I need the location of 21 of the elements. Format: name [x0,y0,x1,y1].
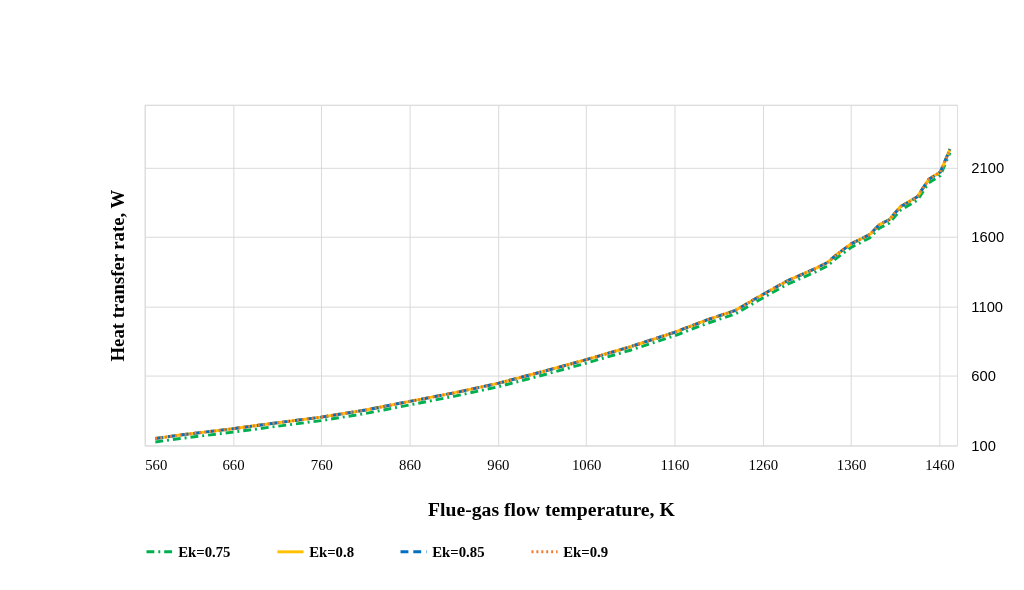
x-tick-label: 1060 [571,456,602,473]
x-tick-label: 860 [399,456,422,473]
y-axis-title: Heat transfer rate, W [106,189,128,362]
legend-label: Ek=0.9 [563,543,609,560]
y-tick-label: 1100 [971,298,1004,315]
legend-label: Ek=0.8 [309,543,355,560]
x-tick-label: 1160 [660,456,690,473]
x-tick-label: 1360 [836,456,867,473]
y-tick-label: 1600 [971,229,1005,246]
x-axis-title: Flue-gas flow temperature, K [427,497,676,520]
y-tick-label: 2100 [971,159,1005,176]
x-tick-label: 660 [222,456,245,473]
x-tick-label: 960 [487,456,510,473]
legend-label: Ek=0.85 [432,543,485,560]
x-tick-label: 1260 [748,456,779,473]
legend-label: Ek=0.75 [178,543,231,560]
y-tick-label: 100 [971,437,996,454]
x-tick-label: 760 [310,456,333,473]
x-tick-label: 1460 [925,456,955,473]
x-tick-label: 560 [145,456,168,473]
y-tick-label: 600 [971,368,996,385]
